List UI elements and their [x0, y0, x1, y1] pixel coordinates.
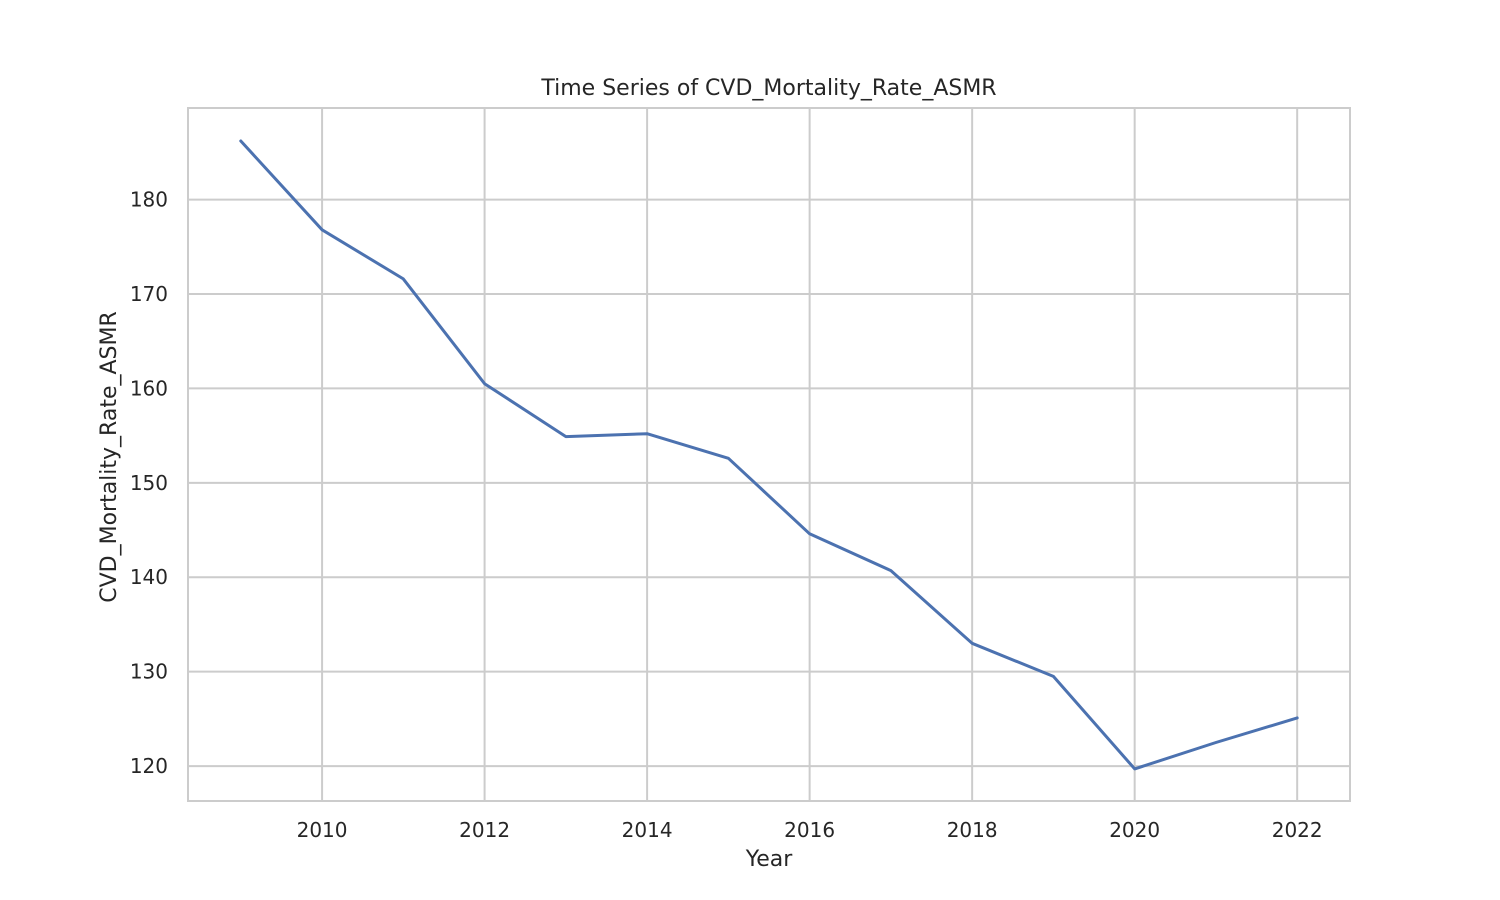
y-tick-label: 160 [130, 376, 168, 400]
y-tick-label: 140 [130, 565, 168, 589]
x-tick-label: 2014 [622, 818, 673, 842]
x-axis-label: Year [745, 847, 794, 872]
y-tick-label: 120 [130, 754, 168, 778]
y-tick-label: 180 [130, 188, 168, 212]
x-tick-label: 2018 [947, 818, 998, 842]
axes-frame [187, 107, 1351, 802]
series-line [239, 139, 1299, 771]
grid [188, 108, 1350, 801]
y-tick-label: 170 [130, 282, 168, 306]
y-tick-label: 130 [130, 660, 168, 684]
y-tick-label: 150 [130, 471, 168, 495]
y-axis-label: CVD_Mortality_Rate_ASMR [97, 311, 122, 603]
x-tick-label: 2010 [297, 818, 348, 842]
x-tick-label: 2020 [1109, 818, 1160, 842]
series-layer [239, 139, 1299, 771]
x-tick-label: 2022 [1272, 818, 1323, 842]
x-tick-labels: 2010 2012 2014 2016 2018 2020 2022 [297, 818, 1323, 842]
chart-title: Time Series of CVD_Mortality_Rate_ASMR [540, 76, 996, 101]
x-tick-label: 2016 [784, 818, 835, 842]
x-tick-label: 2012 [459, 818, 510, 842]
y-tick-labels: 120 130 140 150 160 170 180 [130, 188, 168, 778]
